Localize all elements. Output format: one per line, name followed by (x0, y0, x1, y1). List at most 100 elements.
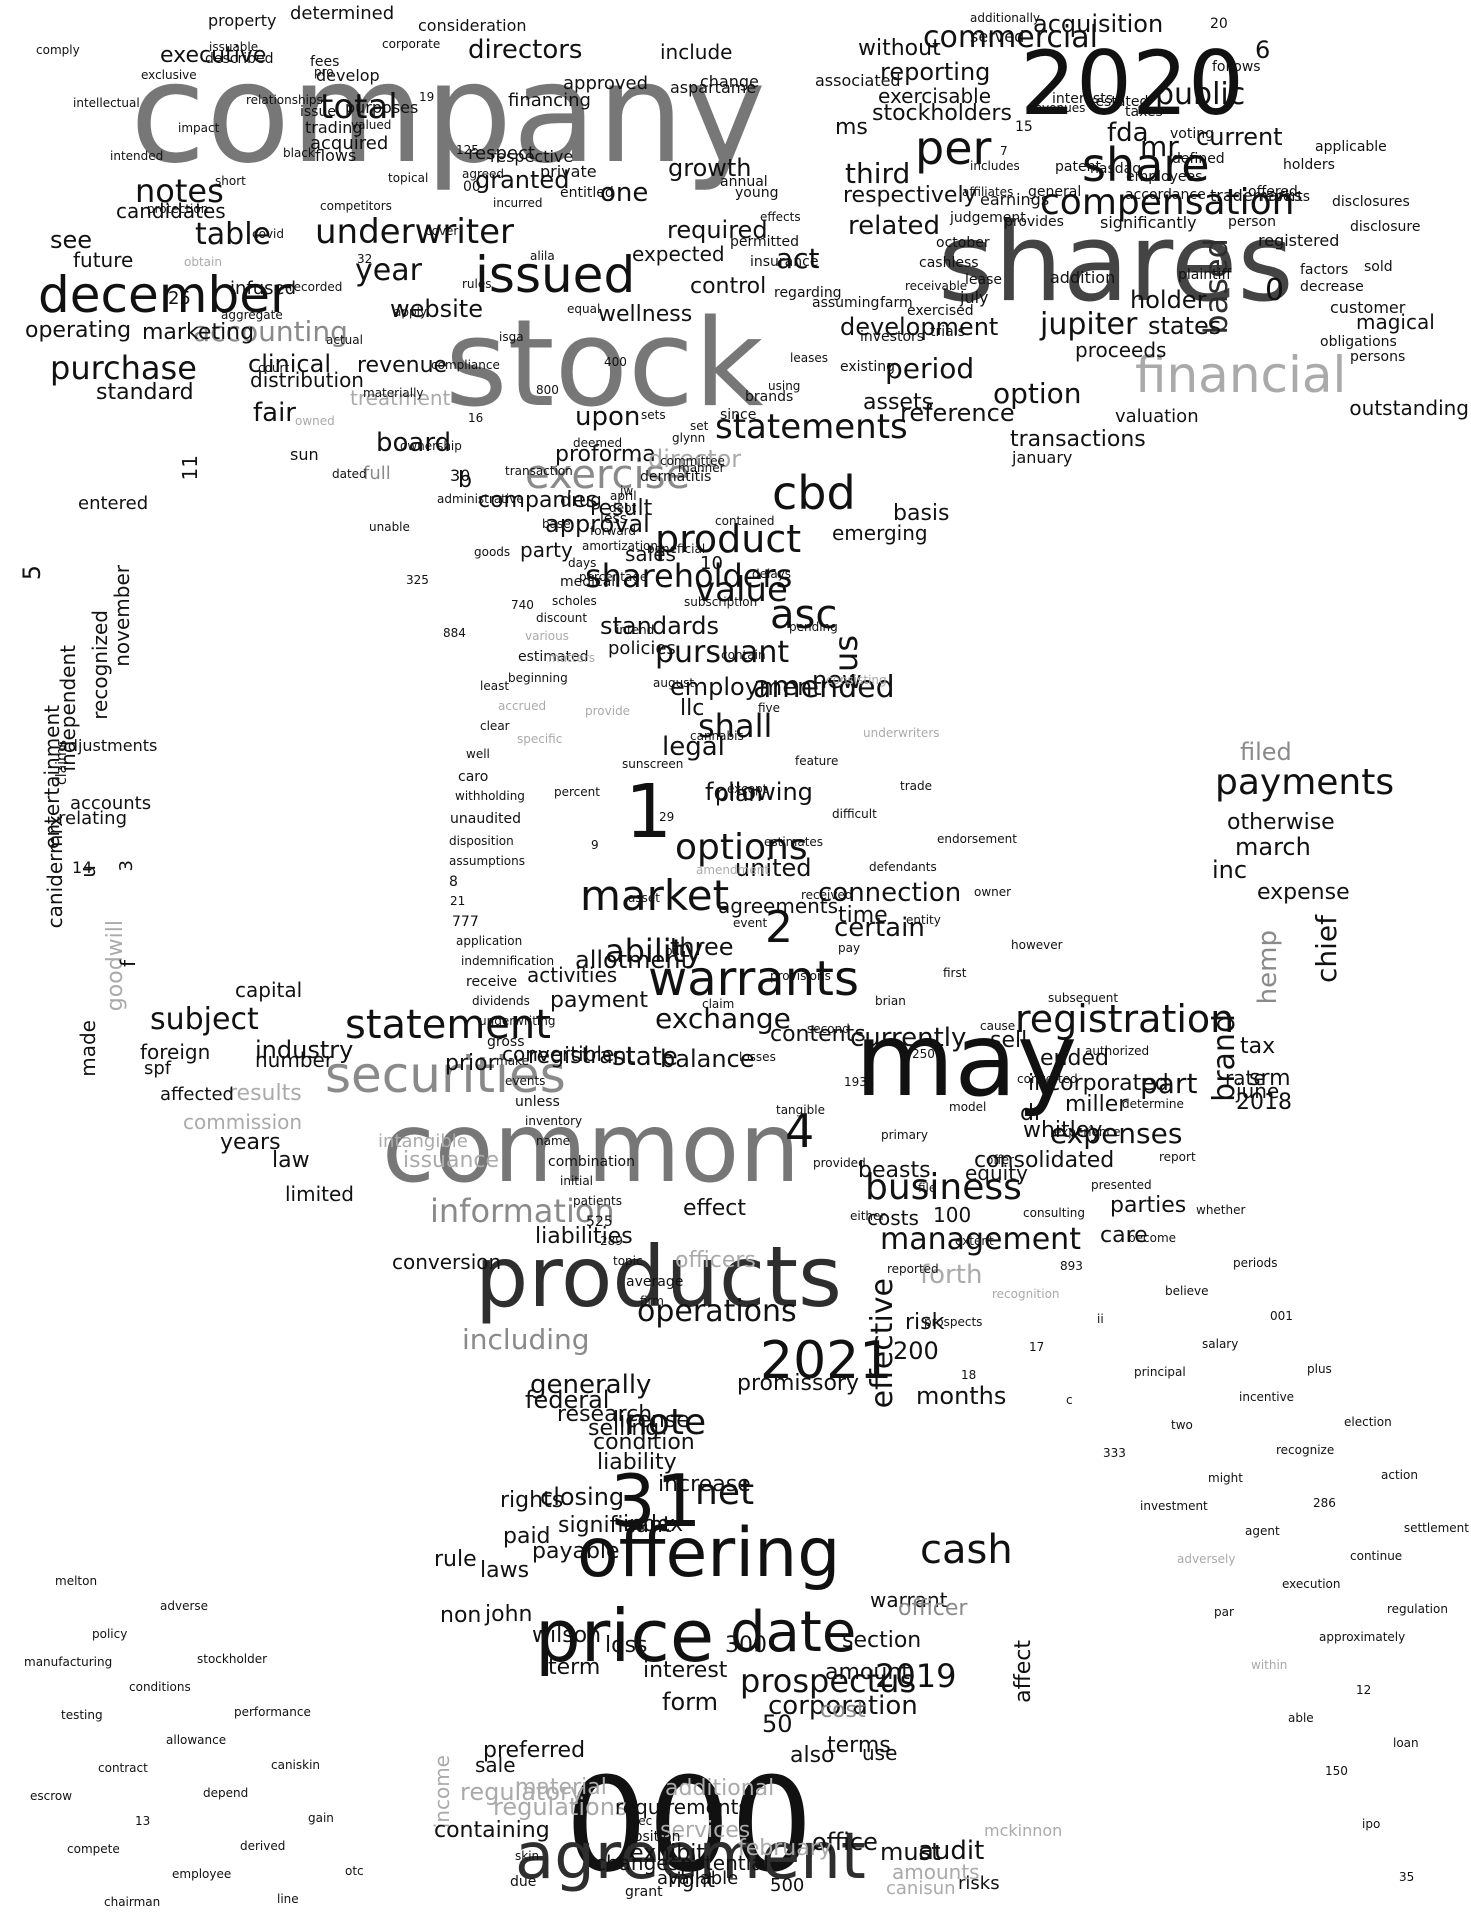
cloud-word: promissory (737, 1371, 859, 1396)
cloud-word: employees (1126, 169, 1203, 185)
cloud-word: intellectual (73, 96, 140, 110)
cloud-word: exchange (655, 1002, 791, 1035)
cloud-word: reports (1260, 189, 1311, 205)
cloud-word: costs (867, 1206, 919, 1230)
cloud-word: 5 (18, 565, 46, 581)
cloud-word: tangible (776, 1103, 825, 1117)
cloud-word: manner (678, 461, 725, 475)
cloud-word: ownership (400, 439, 462, 453)
cloud-word: basis (893, 501, 950, 526)
cloud-word: jupiter (1040, 307, 1138, 342)
cloud-word: unaudited (450, 811, 521, 827)
cloud-word: primary (881, 1128, 928, 1142)
cloud-word: drug (560, 490, 602, 511)
cloud-word: liability (597, 1450, 677, 1475)
cloud-word: rate (1225, 1066, 1266, 1090)
cloud-word: 7 (1000, 144, 1008, 158)
cloud-word: brand (1207, 1014, 1242, 1102)
cloud-word: revenues (1030, 101, 1086, 115)
cloud-word: website (390, 295, 483, 323)
cloud-word: adversely (1177, 1552, 1236, 1566)
cloud-word: apply (394, 305, 428, 319)
cloud-word: topic (613, 1254, 643, 1268)
cloud-word: activities (527, 963, 618, 987)
cloud-word: without (858, 36, 941, 61)
cloud-word: position (625, 1829, 681, 1845)
cloud-word: pro (314, 65, 334, 79)
cloud-word: melton (55, 1574, 98, 1588)
cloud-word: number (255, 1048, 334, 1072)
cloud-word: decrease (1300, 279, 1364, 295)
cloud-word: competitors (320, 199, 392, 213)
cloud-word: plus (1307, 1362, 1332, 1376)
cloud-word: reference (900, 399, 1015, 427)
cloud-word: amounts (892, 1860, 980, 1884)
cloud-word: five (758, 701, 781, 715)
cloud-word: trade (900, 779, 932, 793)
cloud-word: estimates (764, 835, 824, 849)
cloud-word: third (845, 157, 911, 190)
cloud-word: defendants (869, 860, 937, 874)
cloud-word: 13 (135, 1814, 151, 1828)
cloud-word: regulatory (460, 1778, 585, 1806)
cloud-word: manufacturing (24, 1655, 113, 1669)
cloud-word: incorporated (1028, 1071, 1169, 1096)
cloud-word: united (735, 854, 812, 882)
cloud-word: purchase (50, 349, 197, 387)
cloud-word: court (258, 361, 290, 375)
cloud-word: executive (160, 43, 267, 68)
cloud-word: operating (25, 318, 132, 343)
cloud-word: addition (1050, 268, 1116, 287)
cloud-word: board (376, 428, 452, 458)
cloud-word: adverse (160, 1599, 209, 1613)
cloud-word: pursuant (655, 635, 790, 670)
cloud-word: 19 (419, 90, 435, 104)
cloud-word: percent (554, 785, 600, 799)
cloud-word: 893 (1060, 1259, 1083, 1273)
cloud-word: alila (530, 249, 555, 263)
cloud-word: young (735, 185, 779, 201)
cloud-word: approval (545, 510, 650, 538)
cloud-word: private (540, 162, 597, 181)
cloud-word: gross (487, 1034, 525, 1050)
cloud-word: assuming (812, 295, 880, 311)
cloud-word: accordance (1125, 187, 1206, 203)
cloud-word: believe (1165, 1284, 1209, 1298)
cloud-word: prospectus (740, 1662, 917, 1700)
cloud-word: company (130, 33, 767, 194)
cloud-word: expense (1257, 880, 1350, 905)
cloud-word: bill (665, 944, 683, 958)
cloud-word: proceeds (1075, 338, 1167, 362)
cloud-word: patients (573, 1194, 622, 1208)
cloud-word: federal (525, 1386, 610, 1414)
cloud-word: persons (1350, 349, 1406, 365)
cloud-word: cannabis (690, 729, 744, 743)
cloud-word: hemp (1253, 930, 1283, 1005)
cloud-word: april (610, 489, 637, 503)
cloud-word: selling (588, 1416, 660, 1441)
cloud-word: price (535, 1594, 715, 1678)
cloud-word: f (116, 960, 140, 968)
cloud-word: person (1228, 214, 1276, 230)
cloud-word: 3 (116, 860, 137, 872)
cloud-word: standards (600, 612, 719, 640)
cloud-word: 0 (1265, 273, 1285, 308)
cloud-word: associated (815, 71, 901, 90)
cloud-word: accounting (193, 315, 348, 348)
cloud-word: endorsement (937, 832, 1017, 846)
cloud-word: approved (563, 73, 649, 94)
cloud-word: form (662, 1688, 718, 1716)
cloud-word: required (667, 216, 768, 244)
cloud-word: officer (898, 1596, 968, 1621)
cloud-word: office (812, 1828, 878, 1856)
cloud-word: november (110, 565, 134, 667)
cloud-word: conversion (392, 1250, 502, 1274)
cloud-word: voting (1170, 126, 1214, 142)
cloud-word: within (1251, 1658, 1288, 1672)
cloud-word: issuance (403, 1148, 500, 1173)
cloud-word: debt (609, 501, 637, 515)
cloud-word: connection (818, 878, 962, 908)
cloud-word: due (510, 1874, 537, 1890)
cloud-word: subscription (684, 595, 758, 609)
cloud-word: customer (1330, 298, 1406, 317)
